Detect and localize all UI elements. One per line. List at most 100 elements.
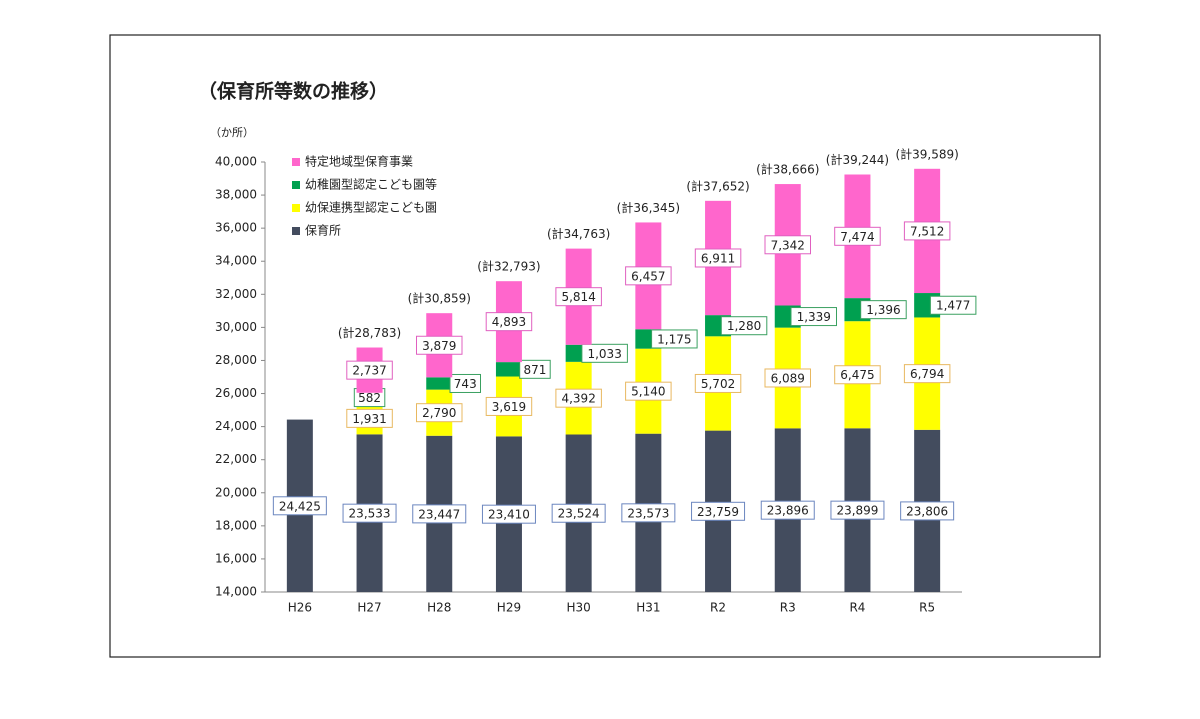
value-label-box <box>621 503 676 523</box>
value-label-box <box>860 300 907 320</box>
legend-swatch <box>292 158 300 166</box>
value-label-box <box>760 500 815 520</box>
value-label: 1,396 <box>866 303 900 317</box>
total-label: (計30,859) <box>408 291 471 306</box>
y-tick-label: 20,000 <box>215 485 257 499</box>
y-tick-label: 22,000 <box>215 452 257 466</box>
y-axis-label: （か所） <box>210 126 254 139</box>
value-label-box <box>485 312 533 332</box>
total-label: (計37,652) <box>686 178 749 193</box>
value-label: 7,474 <box>840 230 874 244</box>
value-label: 4,392 <box>561 392 595 406</box>
value-label: 4,893 <box>492 315 526 329</box>
value-label: 5,814 <box>561 290 595 304</box>
value-label: 23,899 <box>836 504 878 518</box>
legend-label: 特定地域型保育事業 <box>305 154 413 169</box>
value-label-box <box>625 381 672 401</box>
chart-title: （保育所等数の推移） <box>198 80 388 103</box>
value-label-box <box>790 307 837 327</box>
value-label: 7,512 <box>910 224 944 238</box>
y-tick-label: 14,000 <box>215 585 257 599</box>
value-label-box <box>412 504 467 524</box>
value-label-box <box>694 373 742 393</box>
value-label: 24,425 <box>279 499 321 513</box>
y-tick-label: 24,000 <box>215 419 257 433</box>
y-tick-label: 32,000 <box>215 287 257 301</box>
legend-swatch <box>292 227 300 235</box>
value-label-box <box>481 504 536 524</box>
y-tick-label: 30,000 <box>215 320 257 334</box>
value-label-box <box>929 295 977 315</box>
value-label-box <box>416 335 463 355</box>
value-label: 23,447 <box>418 507 460 521</box>
value-label: 6,794 <box>910 367 944 381</box>
legend-label: 保育所 <box>305 223 341 238</box>
value-label: 1,931 <box>352 412 386 426</box>
y-tick-label: 36,000 <box>215 221 257 235</box>
total-label: (計36,345) <box>617 200 680 215</box>
x-tick-label: H31 <box>636 601 660 615</box>
value-label-box <box>834 365 881 385</box>
value-label: 6,089 <box>771 371 805 385</box>
value-label: 5,140 <box>631 385 665 399</box>
value-label: 3,879 <box>422 339 456 353</box>
value-label: 6,457 <box>631 269 665 283</box>
value-label: 2,737 <box>352 364 386 378</box>
value-label: 871 <box>523 363 546 377</box>
x-tick-label: H29 <box>497 601 521 615</box>
x-tick-label: R2 <box>710 601 726 615</box>
value-label-box <box>485 396 533 416</box>
y-tick-label: 38,000 <box>215 188 257 202</box>
y-tick-label: 16,000 <box>215 551 257 565</box>
value-label-box <box>551 503 606 523</box>
value-label-box <box>519 359 551 379</box>
value-label-box <box>900 501 955 521</box>
value-label: 23,806 <box>906 504 948 518</box>
value-label-box <box>346 408 393 428</box>
y-tick-label: 18,000 <box>215 518 257 532</box>
value-label: 6,911 <box>701 251 735 265</box>
value-label-box <box>651 329 698 349</box>
bar-segment <box>495 362 522 377</box>
value-label-box <box>903 364 951 384</box>
value-label: 23,896 <box>767 504 809 518</box>
value-label-box <box>830 500 885 520</box>
value-label-box <box>272 496 327 516</box>
legend-swatch <box>292 181 300 189</box>
x-tick-label: R4 <box>849 601 865 615</box>
x-tick-label: R3 <box>780 601 796 615</box>
value-label: 6,475 <box>840 368 874 382</box>
legend-label: 幼稚園型認定こども園等 <box>305 177 437 192</box>
x-tick-label: H28 <box>427 601 451 615</box>
value-label: 743 <box>454 377 477 391</box>
total-label: (計38,666) <box>756 162 819 177</box>
value-label: 3,619 <box>492 400 526 414</box>
legend-swatch <box>292 204 300 212</box>
y-tick-label: 28,000 <box>215 353 257 367</box>
total-label: (計34,763) <box>547 226 610 241</box>
value-label: 5,702 <box>701 377 735 391</box>
value-label-box <box>691 501 746 521</box>
value-label-box <box>834 226 881 246</box>
x-tick-label: H30 <box>567 601 591 615</box>
total-label: (計32,793) <box>477 259 540 274</box>
value-label-box <box>555 388 602 408</box>
value-label: 2,790 <box>422 406 456 420</box>
total-label: (計39,244) <box>826 152 889 167</box>
value-label: 23,533 <box>349 507 391 521</box>
value-label: 1,033 <box>587 347 621 361</box>
legend-label: 幼保連携型認定こども園 <box>305 200 437 215</box>
value-label-box <box>581 343 628 363</box>
value-label-box <box>416 403 463 423</box>
x-tick-label: H26 <box>288 601 312 615</box>
y-tick-label: 26,000 <box>215 386 257 400</box>
value-label: 1,477 <box>936 299 970 313</box>
x-tick-label: H27 <box>357 601 381 615</box>
value-label: 1,175 <box>657 332 691 346</box>
value-label: 23,524 <box>558 507 600 521</box>
value-label-box <box>694 248 742 268</box>
value-label: 7,342 <box>771 238 805 252</box>
value-label-box <box>346 360 393 380</box>
